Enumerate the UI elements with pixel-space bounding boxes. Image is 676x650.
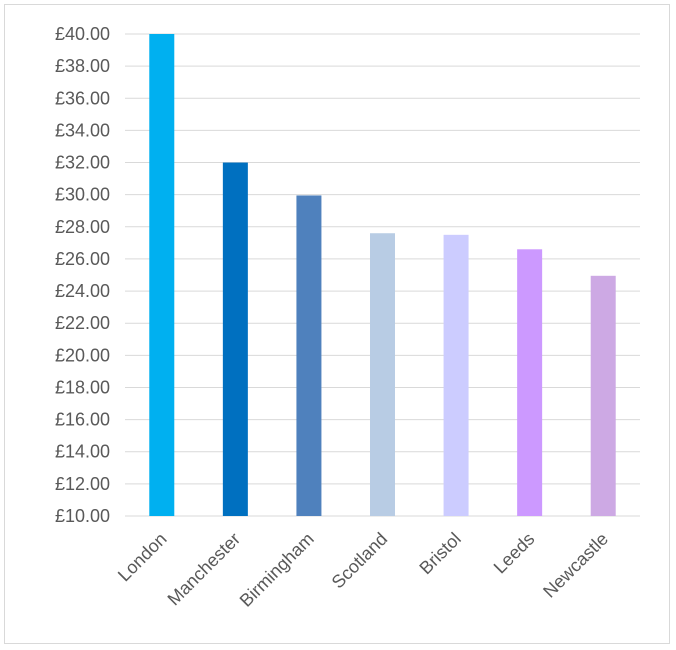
bar-london xyxy=(149,34,175,516)
bar-manchester xyxy=(222,162,248,517)
bar-leeds xyxy=(517,249,543,516)
bar-bristol xyxy=(443,234,469,517)
y-tick-label: £34.00 xyxy=(55,120,110,140)
y-tick-label: £24.00 xyxy=(55,281,110,301)
x-tick-label: Bristol xyxy=(415,529,465,579)
y-tick-label: £38.00 xyxy=(55,56,110,76)
x-tick-label: Scotland xyxy=(328,529,392,593)
bar-newcastle xyxy=(590,275,616,516)
x-tick-label: Newcastle xyxy=(539,529,612,602)
y-tick-label: £30.00 xyxy=(55,185,110,205)
y-tick-label: £16.00 xyxy=(55,410,110,430)
y-tick-label: £20.00 xyxy=(55,345,110,365)
y-tick-label: £26.00 xyxy=(55,249,110,269)
x-tick-label: Leeds xyxy=(490,529,539,578)
bar-birmingham xyxy=(296,195,322,516)
y-tick-label: £14.00 xyxy=(55,442,110,462)
y-tick-label: £28.00 xyxy=(55,217,110,237)
x-tick-label: London xyxy=(114,529,171,586)
x-tick-label: Birmingham xyxy=(236,529,318,611)
y-tick-label: £10.00 xyxy=(55,506,110,526)
y-tick-label: £22.00 xyxy=(55,313,110,333)
y-tick-label: £32.00 xyxy=(55,153,110,173)
y-tick-label: £36.00 xyxy=(55,88,110,108)
y-tick-label: £18.00 xyxy=(55,377,110,397)
y-tick-label: £12.00 xyxy=(55,474,110,494)
y-tick-label: £40.00 xyxy=(55,24,110,44)
chart-frame xyxy=(4,4,670,644)
x-tick-label: Manchester xyxy=(164,529,245,610)
bar-scotland xyxy=(370,233,395,516)
